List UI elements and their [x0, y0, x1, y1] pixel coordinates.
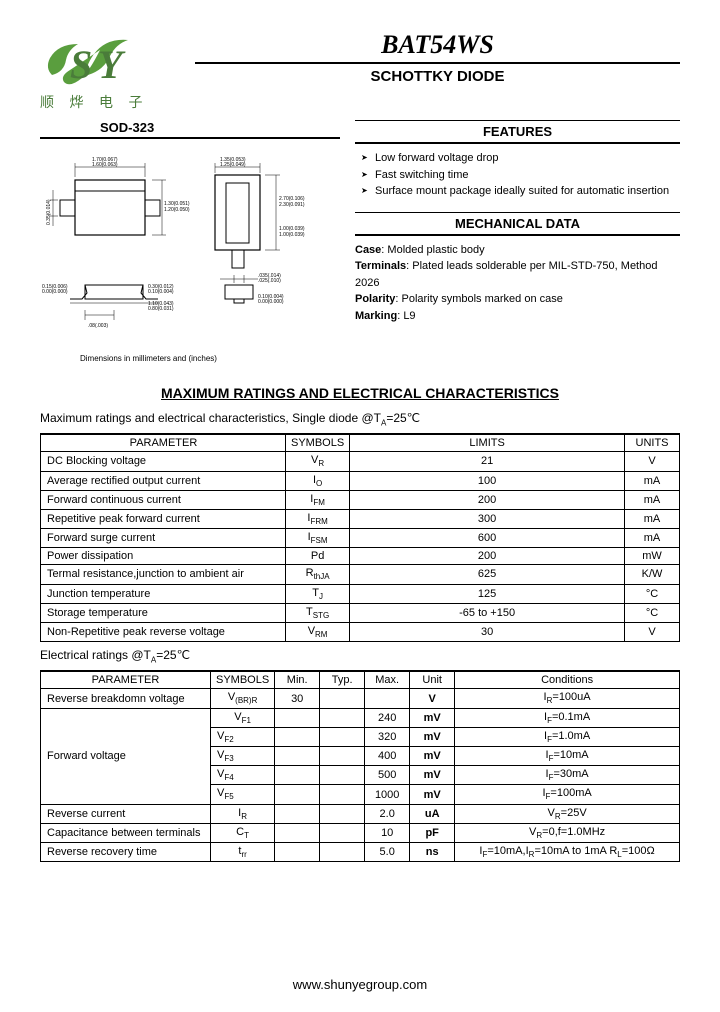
svg-text:1.60(0.063): 1.60(0.063)	[92, 162, 118, 168]
table-header: Unit	[410, 671, 455, 689]
table-row: Power dissipationPd200mW	[41, 548, 680, 565]
table1-caption: Maximum ratings and electrical character…	[40, 411, 680, 427]
table-row: Termal resistance,junction to ambient ai…	[41, 565, 680, 584]
part-number: BAT54WS	[195, 30, 680, 64]
feature-item: Low forward voltage drop	[361, 150, 680, 167]
svg-text:1.20(0.050): 1.20(0.050)	[164, 207, 190, 213]
table-row: Repetitive peak forward currentIFRM300mA	[41, 509, 680, 528]
table-header: Conditions	[455, 671, 680, 689]
package-diagram-column: SOD-323 1.70(0.067) 1.60(0.063) 0.35(0.0…	[40, 120, 340, 363]
table-header: SYMBOLS	[286, 434, 350, 452]
table-row: Junction temperatureTJ125°C	[41, 584, 680, 603]
table-row: Capacitance between terminalsCT10pFVR=0,…	[41, 823, 680, 842]
table-row: Forward continuous currentIFM200mA	[41, 490, 680, 509]
features-list: Low forward voltage dropFast switching t…	[355, 150, 680, 200]
header: S Y 顺 烨 电 子 BAT54WS SCHOTTKY DIODE	[40, 30, 680, 112]
svg-text:2.30(0.091): 2.30(0.091)	[279, 202, 305, 208]
svg-text:0.10(0.004): 0.10(0.004)	[148, 289, 174, 295]
table-header: Max.	[365, 671, 410, 689]
table-header: LIMITS	[350, 434, 625, 452]
mid-section: SOD-323 1.70(0.067) 1.60(0.063) 0.35(0.0…	[40, 120, 680, 363]
table-row: Reverse recovery timetrr5.0nsIF=10mA,IR=…	[41, 842, 680, 861]
svg-text:0.00(0.000): 0.00(0.000)	[258, 299, 284, 305]
table-row: Average rectified output currentIO100mA	[41, 471, 680, 490]
main-heading: MAXIMUM RATINGS AND ELECTRICAL CHARACTER…	[40, 385, 680, 401]
mechanical-data: Case: Molded plastic body Terminals: Pla…	[355, 242, 680, 325]
svg-text:1.00(0.039): 1.00(0.039)	[279, 232, 305, 238]
logo-block: S Y 顺 烨 电 子	[40, 30, 175, 112]
svg-text:Y: Y	[98, 42, 126, 87]
table2-caption: Electrical ratings @TA=25℃	[40, 648, 680, 664]
right-column: FEATURES Low forward voltage dropFast sw…	[355, 120, 680, 363]
svg-text:.025(.010): .025(.010)	[258, 278, 281, 284]
table-row: Non-Repetitive peak reverse voltageVRM30…	[41, 622, 680, 641]
max-ratings-table: PARAMETERSYMBOLSLIMITSUNITS DC Blocking …	[40, 433, 680, 642]
table-row: Reverse currentIR2.0uAVR=25V	[41, 804, 680, 823]
svg-text:0.00(0.000): 0.00(0.000)	[42, 289, 68, 295]
feature-item: Surface mount package ideally suited for…	[361, 183, 680, 200]
table-row: Storage temperatureTSTG-65 to +150°C	[41, 603, 680, 622]
package-caption: Dimensions in millimeters and (inches)	[80, 354, 340, 363]
svg-text:0.80(0.031): 0.80(0.031)	[148, 306, 174, 312]
mech-marking: L9	[403, 310, 415, 322]
table-header: SYMBOLS	[211, 671, 275, 689]
svg-text:1.25(0.049): 1.25(0.049)	[220, 162, 246, 168]
company-logo-icon: S Y	[40, 30, 150, 90]
package-diagram-icon: 1.70(0.067) 1.60(0.063) 0.35(0.014) 1.30…	[40, 145, 330, 345]
table-row: Reverse breakdomn voltageV(BR)R30VIR=100…	[41, 689, 680, 708]
title-block: BAT54WS SCHOTTKY DIODE	[195, 30, 680, 85]
subtitle: SCHOTTKY DIODE	[195, 68, 680, 85]
table-row: Forward voltageVF1240mVIF=0.1mA	[41, 708, 680, 727]
logo-chinese-text: 顺 烨 电 子	[40, 92, 175, 112]
datasheet-page: S Y 顺 烨 电 子 BAT54WS SCHOTTKY DIODE SOD-3…	[0, 0, 720, 1012]
footer-url: www.shunyegroup.com	[0, 977, 720, 992]
features-heading: FEATURES	[355, 120, 680, 144]
feature-item: Fast switching time	[361, 167, 680, 184]
table-header: PARAMETER	[41, 671, 211, 689]
svg-text:.08(.003): .08(.003)	[88, 323, 108, 329]
table-header: PARAMETER	[41, 434, 286, 452]
electrical-ratings-table: PARAMETERSYMBOLSMin.Typ.Max.UnitConditio…	[40, 670, 680, 862]
table-header: Min.	[275, 671, 320, 689]
svg-text:0.35(0.014): 0.35(0.014)	[46, 199, 52, 225]
table-header: Typ.	[320, 671, 365, 689]
table-header: UNITS	[625, 434, 680, 452]
table-row: DC Blocking voltageVR21V	[41, 452, 680, 471]
svg-text:S: S	[70, 42, 92, 87]
table-row: Forward surge currentIFSM600mA	[41, 529, 680, 548]
mechanical-heading: MECHANICAL DATA	[355, 212, 680, 236]
mech-polarity: Polarity symbols marked on case	[401, 293, 562, 305]
mech-case: Molded plastic body	[387, 244, 484, 256]
package-label: SOD-323	[40, 120, 340, 139]
